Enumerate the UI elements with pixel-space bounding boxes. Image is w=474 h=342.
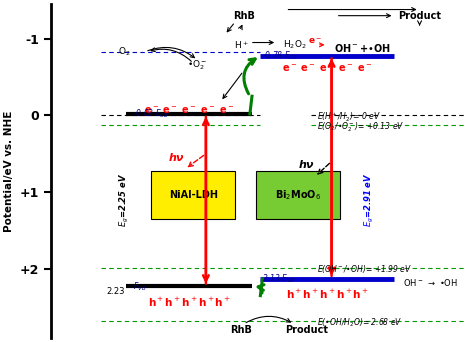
Text: $E$(OH$^-$/•OH)= +1.99 eV: $E$(OH$^-$/•OH)= +1.99 eV (317, 263, 412, 275)
Text: H$_2$O$_2$: H$_2$O$_2$ (283, 39, 307, 51)
Text: •O$_2^-$: •O$_2^-$ (187, 59, 208, 72)
Text: Product: Product (398, 11, 441, 21)
Text: NiAl-LDH: NiAl-LDH (169, 190, 218, 200)
Text: 2.13 $E_{VB}$: 2.13 $E_{VB}$ (263, 273, 296, 285)
Bar (256, 171, 340, 219)
Text: e$^-$ e$^-$ e$^-$ e$^-$ e$^-$: e$^-$ e$^-$ e$^-$ e$^-$ e$^-$ (144, 105, 234, 116)
Text: OH$^-$ $\rightarrow$ •OH: OH$^-$ $\rightarrow$ •OH (403, 277, 458, 288)
Text: $F_{VB}$: $F_{VB}$ (133, 280, 146, 293)
Text: h$^+$h$^+$h$^+$h$^+$h$^+$: h$^+$h$^+$h$^+$h$^+$h$^+$ (286, 288, 369, 301)
Text: e$^-$: e$^-$ (308, 37, 322, 47)
Text: Bi$_2$MoO$_6$: Bi$_2$MoO$_6$ (275, 188, 321, 202)
Text: $E$(H$^+$/H$_2$)= 0 eV: $E$(H$^+$/H$_2$)= 0 eV (317, 111, 381, 124)
Text: O$_2$: O$_2$ (118, 45, 130, 58)
Text: h$^+$h$^+$h$^+$h$^+$h$^+$: h$^+$h$^+$h$^+$h$^+$h$^+$ (147, 295, 231, 309)
Text: hν: hν (299, 160, 314, 170)
Text: $E_g$=2.91 eV: $E_g$=2.91 eV (363, 172, 376, 227)
Text: H$^+$: H$^+$ (234, 39, 249, 51)
Text: $E$(•OH/H$_2$O)= 2.68 eV: $E$(•OH/H$_2$O)= 2.68 eV (317, 316, 402, 329)
Text: -0.78 $E_{CB}$: -0.78 $E_{CB}$ (263, 49, 299, 62)
Text: $E_g$=2.25 eV: $E_g$=2.25 eV (118, 173, 131, 227)
Text: -0.02 $E_{CB}$: -0.02 $E_{CB}$ (133, 108, 169, 120)
Text: e$^-$ e$^-$ e$^-$ e$^-$ e$^-$: e$^-$ e$^-$ e$^-$ e$^-$ e$^-$ (283, 63, 373, 74)
Text: hν: hν (169, 153, 184, 162)
Text: RhB: RhB (230, 325, 253, 335)
Bar (152, 171, 235, 219)
Text: $E$(O$_2$/•O$_2^-$)= +0.13 eV: $E$(O$_2$/•O$_2^-$)= +0.13 eV (317, 121, 404, 134)
Text: Product: Product (285, 325, 328, 335)
Y-axis label: Potential/eV vs. NHE: Potential/eV vs. NHE (4, 110, 14, 232)
Text: 2.23: 2.23 (107, 287, 125, 296)
Text: OH$^-$+•OH: OH$^-$+•OH (334, 42, 391, 54)
Text: RhB: RhB (233, 11, 255, 21)
